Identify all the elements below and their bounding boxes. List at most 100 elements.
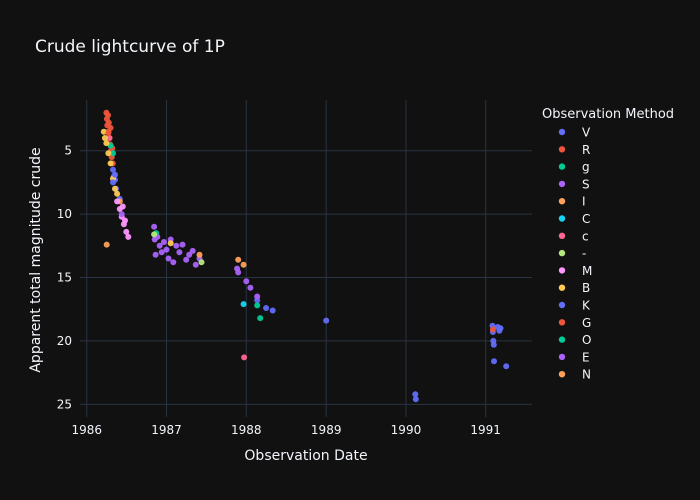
data-point bbox=[241, 354, 248, 361]
legend-marker bbox=[558, 232, 566, 239]
legend-marker bbox=[558, 163, 566, 170]
data-point bbox=[114, 198, 121, 205]
y-tick-label: 10 bbox=[57, 207, 72, 221]
data-point bbox=[107, 160, 114, 167]
data-point bbox=[254, 293, 261, 300]
legend-label: - bbox=[582, 247, 586, 261]
data-point bbox=[110, 150, 116, 157]
legend-marker bbox=[558, 301, 566, 309]
legend-label: E bbox=[582, 350, 590, 364]
data-point bbox=[183, 256, 190, 263]
data-point bbox=[269, 307, 276, 314]
legend-label: B bbox=[582, 281, 590, 295]
data-point bbox=[189, 247, 196, 254]
x-tick-labels: 1986 1987 1988 1989 1990 1991 bbox=[71, 423, 500, 437]
x-tick-label: 1989 bbox=[311, 423, 342, 437]
legend-label: R bbox=[582, 143, 590, 157]
data-point bbox=[240, 301, 247, 308]
legend-title: Observation Method bbox=[542, 107, 674, 122]
legend-marker bbox=[558, 128, 566, 136]
legend-label: K bbox=[582, 299, 591, 313]
data-point bbox=[106, 135, 113, 141]
legend-label: c bbox=[582, 229, 589, 243]
data-point bbox=[100, 128, 107, 135]
data-point bbox=[158, 249, 165, 256]
y-tick-label: 5 bbox=[64, 144, 72, 158]
legend-marker bbox=[558, 336, 566, 343]
legend-marker bbox=[558, 267, 566, 274]
y-tick-labels: 5 10 15 20 25 bbox=[57, 144, 72, 412]
data-point bbox=[114, 190, 121, 197]
y-tick-label: 25 bbox=[57, 397, 72, 411]
data-point bbox=[503, 363, 510, 370]
legend-marker bbox=[558, 284, 566, 291]
legend-label: C bbox=[582, 212, 590, 226]
data-point bbox=[110, 179, 116, 186]
data-point bbox=[490, 341, 497, 348]
data-point bbox=[412, 391, 419, 398]
chart-title: Crude lightcurve of 1P bbox=[35, 37, 225, 57]
data-point bbox=[151, 231, 158, 238]
legend-marker bbox=[558, 198, 566, 205]
legend-label: O bbox=[582, 333, 591, 347]
data-point bbox=[170, 259, 177, 266]
legend-label: V bbox=[582, 126, 591, 140]
legend-label: I bbox=[582, 195, 586, 209]
data-point bbox=[112, 171, 118, 178]
data-point bbox=[165, 255, 172, 262]
y-axis-title: Apparent total magnitude crude bbox=[28, 147, 44, 372]
data-point bbox=[101, 135, 108, 141]
data-point bbox=[125, 233, 132, 240]
data-point bbox=[243, 278, 250, 285]
data-point bbox=[497, 325, 504, 332]
data-point bbox=[263, 305, 270, 311]
data-point bbox=[105, 130, 112, 136]
data-point bbox=[105, 112, 111, 119]
data-point bbox=[196, 251, 203, 258]
data-point bbox=[156, 242, 163, 249]
data-point bbox=[118, 211, 125, 218]
data-point bbox=[491, 358, 497, 365]
data-point bbox=[103, 140, 110, 147]
data-point bbox=[412, 396, 419, 403]
legend-marker bbox=[558, 180, 566, 188]
x-tick-label: 1988 bbox=[231, 423, 262, 437]
data-point bbox=[167, 240, 174, 247]
legend-label: g bbox=[582, 160, 590, 174]
data-point bbox=[103, 241, 110, 248]
legend-label: N bbox=[582, 368, 591, 382]
data-point bbox=[173, 242, 180, 249]
data-point bbox=[119, 203, 126, 210]
legend-marker bbox=[558, 319, 566, 326]
legend-label: G bbox=[582, 316, 591, 330]
data-point bbox=[112, 185, 118, 192]
data-point bbox=[198, 259, 205, 266]
data-point bbox=[247, 284, 254, 291]
x-tick-label: 1986 bbox=[71, 423, 102, 437]
legend-marker bbox=[558, 146, 566, 153]
legend-marker bbox=[558, 371, 566, 378]
legend-marker bbox=[558, 249, 566, 257]
data-point bbox=[110, 166, 116, 173]
x-tick-label: 1987 bbox=[151, 423, 182, 437]
data-point bbox=[323, 317, 330, 324]
data-point bbox=[489, 326, 496, 333]
legend-label: M bbox=[582, 264, 592, 278]
data-point bbox=[123, 228, 130, 235]
data-point bbox=[176, 249, 183, 256]
data-point bbox=[105, 150, 112, 157]
data-point bbox=[151, 223, 158, 230]
x-tick-label: 1990 bbox=[391, 423, 422, 437]
data-point bbox=[254, 302, 261, 309]
data-point bbox=[235, 256, 242, 263]
data-point bbox=[160, 239, 167, 245]
legend-marker bbox=[558, 353, 566, 361]
data-point bbox=[122, 217, 128, 224]
data-point bbox=[152, 251, 159, 258]
data-point bbox=[235, 269, 242, 276]
data-point bbox=[107, 124, 114, 131]
